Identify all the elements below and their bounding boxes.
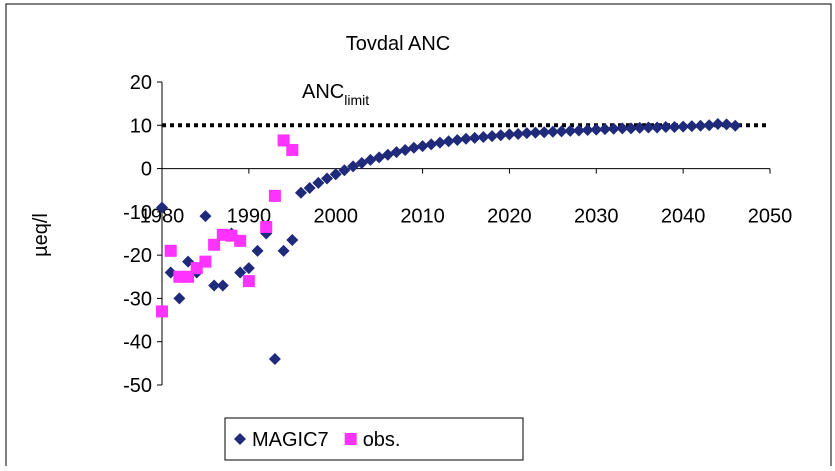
data-point bbox=[512, 127, 525, 140]
data-point bbox=[477, 130, 490, 143]
data-point bbox=[373, 151, 386, 164]
chart-frame bbox=[5, 3, 832, 471]
data-point bbox=[503, 128, 516, 141]
y-tick-label: 20 bbox=[130, 72, 152, 94]
data-point bbox=[538, 126, 551, 139]
data-point bbox=[546, 125, 559, 138]
data-point bbox=[199, 255, 212, 268]
data-point bbox=[703, 119, 716, 132]
data-point bbox=[581, 124, 594, 137]
data-point bbox=[242, 262, 255, 275]
data-point bbox=[216, 279, 229, 292]
data-point bbox=[564, 124, 577, 137]
data-point bbox=[321, 172, 334, 185]
data-point bbox=[407, 141, 420, 154]
annotation-subscript: limit bbox=[344, 92, 369, 108]
data-point bbox=[277, 134, 290, 147]
data-point bbox=[156, 201, 168, 214]
data-point bbox=[234, 234, 247, 247]
data-point bbox=[338, 164, 351, 177]
data-point bbox=[390, 146, 403, 159]
legend-label: obs. bbox=[363, 429, 401, 451]
chart-title: Tovdal ANC bbox=[346, 33, 451, 55]
data-point bbox=[199, 210, 212, 223]
y-tick-label: -20 bbox=[123, 245, 152, 267]
data-point bbox=[598, 123, 611, 136]
x-tick-label: 2030 bbox=[574, 206, 619, 228]
data-point bbox=[729, 119, 742, 132]
x-tick-label: 2040 bbox=[661, 206, 706, 228]
legend-marker bbox=[344, 433, 357, 445]
y-tick-label: -10 bbox=[123, 202, 152, 224]
data-point bbox=[286, 233, 299, 246]
data-point bbox=[442, 135, 455, 148]
data-point bbox=[433, 136, 446, 149]
data-point bbox=[468, 131, 481, 144]
data-point bbox=[642, 121, 655, 134]
data-point bbox=[347, 160, 360, 173]
legend-label: MAGIC7 bbox=[252, 429, 329, 451]
y-tick-label: -50 bbox=[123, 375, 152, 397]
data-point bbox=[260, 221, 273, 234]
data-point bbox=[164, 244, 177, 257]
data-point bbox=[668, 121, 681, 134]
data-point bbox=[251, 244, 264, 257]
x-tick-label: 2020 bbox=[487, 206, 532, 228]
data-point bbox=[711, 117, 724, 130]
data-point bbox=[208, 238, 221, 251]
data-point bbox=[677, 120, 690, 133]
data-point bbox=[590, 123, 603, 136]
data-point bbox=[294, 186, 307, 199]
x-tick-label: 2000 bbox=[313, 206, 358, 228]
data-point bbox=[329, 168, 342, 181]
data-point bbox=[625, 122, 638, 135]
legend-marker bbox=[234, 433, 246, 445]
data-point bbox=[364, 153, 377, 166]
data-point bbox=[685, 120, 698, 133]
legend bbox=[224, 417, 524, 461]
data-point bbox=[451, 134, 464, 147]
data-point bbox=[312, 176, 325, 189]
y-tick-label: 0 bbox=[141, 159, 152, 181]
x-tick-label: 1990 bbox=[227, 206, 272, 228]
data-point bbox=[494, 129, 507, 142]
data-point bbox=[268, 353, 281, 366]
data-point bbox=[277, 244, 290, 257]
data-point bbox=[616, 122, 629, 135]
y-axis-title: µeq/l bbox=[30, 213, 52, 257]
data-point bbox=[208, 279, 221, 292]
annotation: ANClimit bbox=[302, 81, 369, 108]
data-point bbox=[416, 140, 429, 153]
data-point bbox=[555, 125, 568, 138]
data-point bbox=[659, 121, 672, 134]
data-point bbox=[425, 138, 438, 151]
data-point bbox=[694, 119, 707, 132]
y-tick-label: -40 bbox=[123, 332, 152, 354]
data-point bbox=[173, 292, 186, 305]
annotation-text: ANC bbox=[302, 81, 344, 103]
data-point bbox=[381, 148, 394, 161]
data-point bbox=[286, 143, 299, 156]
data-point bbox=[520, 127, 533, 140]
y-tick-label: 10 bbox=[130, 115, 152, 137]
x-tick-label: 2050 bbox=[748, 206, 793, 228]
data-point bbox=[242, 275, 255, 288]
data-point bbox=[156, 305, 168, 318]
y-tick-label: -30 bbox=[123, 288, 152, 310]
data-point bbox=[607, 122, 620, 135]
x-tick-label: 1980 bbox=[140, 206, 185, 228]
data-point bbox=[460, 132, 472, 145]
data-point bbox=[633, 121, 646, 134]
data-point bbox=[399, 143, 412, 156]
data-point bbox=[303, 182, 316, 195]
data-point bbox=[720, 118, 733, 131]
x-tick-label: 2010 bbox=[400, 206, 445, 228]
data-point bbox=[651, 121, 664, 134]
data-point bbox=[572, 124, 585, 137]
data-point bbox=[486, 130, 499, 143]
data-point bbox=[268, 189, 281, 202]
data-point bbox=[529, 126, 542, 139]
